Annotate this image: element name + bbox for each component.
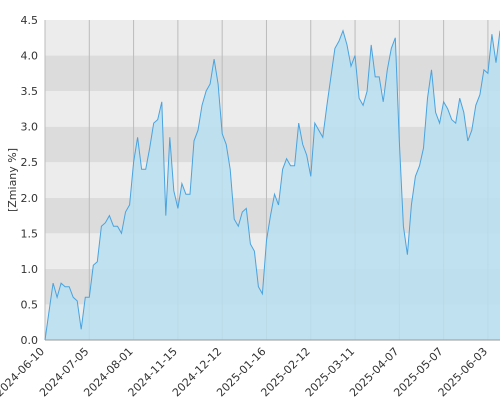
y-tick-label: 2.0	[21, 192, 39, 205]
y-tick-label: 0.0	[21, 334, 39, 347]
y-tick-label: 4.0	[21, 50, 39, 63]
area	[45, 30, 500, 340]
y-tick-label: 4.5	[21, 14, 39, 27]
plot-band	[45, 20, 500, 56]
y-tick-label: 0.5	[21, 298, 39, 311]
y-tick-label: 3.5	[21, 85, 39, 98]
y-tick-label: 1.5	[21, 227, 39, 240]
y-tick-label: 3.0	[21, 121, 39, 134]
line	[44, 29, 500, 341]
y-tick-label: 2.5	[21, 156, 39, 169]
y-tick-label: 1.0	[21, 263, 39, 276]
plot-band	[45, 55, 500, 92]
plot-band	[45, 91, 500, 127]
y-axis-title: [Zmiany %]	[6, 148, 19, 212]
